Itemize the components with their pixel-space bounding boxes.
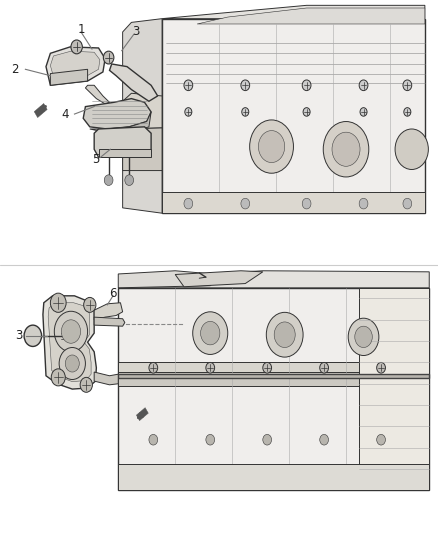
Circle shape	[242, 108, 249, 116]
Polygon shape	[110, 64, 158, 101]
Circle shape	[377, 434, 385, 445]
Polygon shape	[197, 8, 425, 24]
Polygon shape	[94, 303, 123, 320]
Circle shape	[51, 369, 65, 386]
Polygon shape	[162, 5, 425, 19]
Circle shape	[323, 122, 369, 177]
Circle shape	[263, 362, 272, 373]
Circle shape	[185, 108, 192, 116]
Polygon shape	[118, 464, 429, 490]
Circle shape	[263, 434, 272, 445]
Polygon shape	[359, 288, 429, 490]
Circle shape	[348, 318, 379, 356]
Polygon shape	[48, 303, 91, 382]
Circle shape	[125, 175, 134, 185]
Polygon shape	[43, 296, 96, 389]
Text: 3: 3	[15, 329, 22, 342]
Text: 4: 4	[61, 108, 69, 120]
Circle shape	[403, 198, 412, 209]
Polygon shape	[136, 408, 148, 421]
Polygon shape	[118, 271, 219, 288]
Circle shape	[359, 198, 368, 209]
Circle shape	[395, 129, 428, 169]
Circle shape	[65, 355, 79, 372]
Circle shape	[71, 40, 82, 54]
Circle shape	[359, 80, 368, 91]
Polygon shape	[50, 51, 100, 81]
Text: 5: 5	[92, 154, 99, 166]
Circle shape	[274, 322, 295, 348]
Polygon shape	[118, 288, 429, 490]
Circle shape	[184, 80, 193, 91]
Circle shape	[404, 108, 411, 116]
Circle shape	[59, 348, 85, 379]
Circle shape	[80, 377, 92, 392]
Circle shape	[241, 198, 250, 209]
Circle shape	[320, 434, 328, 445]
Text: 1: 1	[77, 23, 85, 36]
Polygon shape	[90, 112, 151, 133]
Circle shape	[360, 108, 367, 116]
Polygon shape	[162, 19, 425, 213]
Polygon shape	[94, 317, 125, 326]
Circle shape	[104, 175, 113, 185]
Text: 6: 6	[109, 287, 117, 300]
Circle shape	[303, 108, 310, 116]
Polygon shape	[46, 47, 105, 85]
Polygon shape	[118, 372, 429, 386]
Polygon shape	[99, 149, 151, 157]
Circle shape	[61, 320, 81, 343]
Circle shape	[201, 321, 220, 345]
Circle shape	[266, 312, 303, 357]
Circle shape	[241, 80, 250, 91]
Circle shape	[302, 80, 311, 91]
Polygon shape	[83, 99, 151, 129]
Circle shape	[377, 362, 385, 373]
Polygon shape	[118, 271, 429, 288]
Polygon shape	[94, 127, 151, 157]
Polygon shape	[34, 103, 47, 118]
Polygon shape	[118, 362, 429, 373]
Circle shape	[149, 362, 158, 373]
Polygon shape	[50, 69, 88, 85]
Polygon shape	[123, 128, 162, 171]
Circle shape	[320, 362, 328, 373]
Circle shape	[250, 120, 293, 173]
Polygon shape	[123, 93, 162, 129]
Circle shape	[184, 198, 193, 209]
Polygon shape	[85, 85, 110, 104]
Polygon shape	[94, 372, 118, 385]
Circle shape	[50, 293, 66, 312]
Circle shape	[403, 80, 412, 91]
Polygon shape	[118, 374, 429, 378]
Text: 3: 3	[132, 26, 139, 38]
Polygon shape	[123, 19, 162, 213]
Circle shape	[258, 131, 285, 163]
Circle shape	[193, 312, 228, 354]
Circle shape	[54, 311, 88, 352]
Polygon shape	[175, 271, 263, 287]
Circle shape	[24, 325, 42, 346]
Circle shape	[103, 51, 114, 64]
Circle shape	[206, 434, 215, 445]
Circle shape	[302, 198, 311, 209]
Circle shape	[206, 362, 215, 373]
Circle shape	[355, 326, 372, 348]
Circle shape	[84, 297, 96, 312]
Text: 2: 2	[11, 63, 19, 76]
Polygon shape	[162, 192, 425, 213]
Circle shape	[149, 434, 158, 445]
Circle shape	[332, 132, 360, 166]
